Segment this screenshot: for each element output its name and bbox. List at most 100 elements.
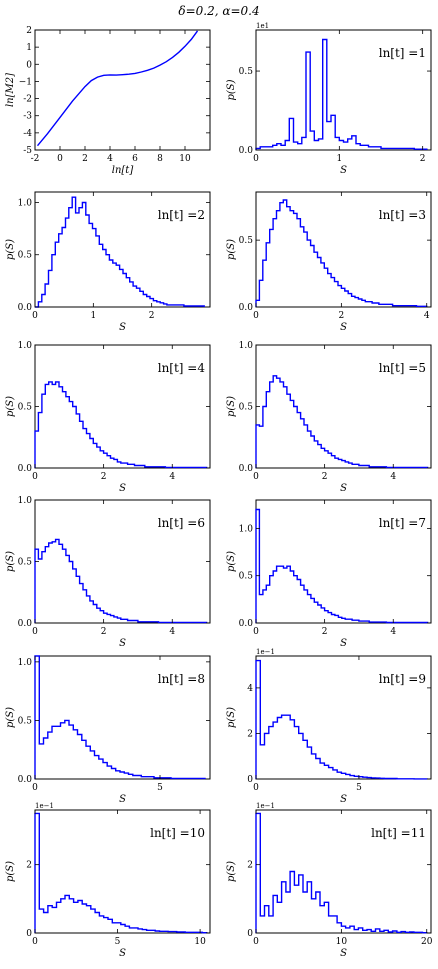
x-tick-label: 2 [82, 154, 88, 164]
plot-frame [34, 655, 211, 780]
panel-10: 0 5 0 2 4 Sp(S) ln[t] =9 1e−1 [226, 648, 432, 805]
x-axis-label: S [119, 483, 126, 494]
x-axis-label: S [340, 322, 347, 333]
y-tick-label: 0.0 [239, 146, 254, 156]
y-tick-label: 1 [26, 43, 32, 53]
panel-1: -2 0 2 4 6 8 10 -5 -4 -3 -2 −1 0 1 2 ln[t] ln[M2] [5, 26, 211, 176]
data-series [255, 659, 428, 780]
x-tick-label: 4 [107, 154, 113, 164]
y-tick-label: 0.5 [18, 251, 33, 261]
x-tick-label: 1 [336, 154, 342, 164]
x-tick-label: 0 [253, 311, 259, 321]
x-axis-label: S [119, 794, 126, 805]
data-series [255, 508, 429, 624]
y-axis-label: p(S) [5, 551, 16, 572]
plot-frame [255, 344, 432, 469]
x-tick-label: 1 [90, 311, 96, 321]
data-series [255, 812, 428, 934]
x-tick-label: 5 [157, 783, 163, 793]
x-tick-label: 2 [101, 627, 107, 637]
x-tick-label: 0 [253, 154, 259, 164]
x-tick-label: 2 [322, 472, 328, 482]
y-tick-label: 4 [247, 684, 253, 694]
x-tick-label: 0 [253, 627, 259, 637]
x-tick-label: 4 [424, 311, 430, 321]
y-tick-label: -2 [23, 95, 32, 105]
y-tick-label: 0.5 [18, 716, 33, 726]
y-tick-label: 1.0 [239, 524, 254, 534]
x-axis-label: S [340, 483, 347, 494]
x-tick-label: 0 [57, 154, 63, 164]
y-tick-label: 1.0 [18, 198, 33, 208]
panel-5: 0 2 4 0.0 0.5 1.0 Sp(S) ln[t] =4 [5, 341, 211, 494]
x-axis-label: S [340, 794, 347, 805]
plot-frame [34, 344, 211, 469]
y-tick-label: 2 [26, 861, 32, 871]
y-tick-label: 0 [247, 929, 253, 939]
y-axis-label: p(S) [226, 239, 237, 260]
plot-frame [34, 499, 211, 624]
plot-frame [255, 809, 432, 934]
figure-title: δ=0.2, α=0.4 [178, 4, 259, 18]
y-tick-label: 0 [247, 775, 253, 785]
data-series [255, 199, 428, 307]
y-tick-label: 1.0 [18, 341, 33, 351]
x-tick-label: 0 [253, 937, 259, 947]
panel-annotation: ln[t] =7 [379, 516, 426, 530]
panel-9: 0 5 0.0 0.5 1.0 Sp(S) ln[t] =8 [5, 655, 211, 805]
y-tick-label: 1.0 [18, 658, 33, 668]
data-series [255, 375, 429, 469]
x-tick-label: 0 [32, 472, 38, 482]
y-tick-label: 2 [26, 26, 32, 36]
y-axis-label: p(S) [226, 396, 237, 417]
panel-annotation: ln[t] =9 [379, 672, 426, 686]
x-axis-label: S [119, 322, 126, 333]
panel-7: 0 2 4 0.0 0.5 1.0 Sp(S) ln[t] =6 [5, 496, 211, 649]
axis-multiplier: 1e−1 [256, 648, 275, 656]
y-tick-label: 0.0 [18, 464, 33, 474]
x-tick-label: 2 [149, 311, 155, 321]
x-axis-label: S [340, 948, 347, 959]
x-tick-label: 2 [322, 627, 328, 637]
y-tick-label: 0.5 [239, 403, 254, 413]
x-axis-label: S [119, 638, 126, 649]
y-tick-label: 2 [247, 729, 253, 739]
x-tick-label: 4 [390, 627, 396, 637]
panel-annotation: ln[t] =6 [158, 516, 205, 530]
y-tick-label: −1 [19, 77, 32, 87]
panel-3: 0 1 2 0.0 0.5 1.0 Sp(S) ln[t] =2 [5, 191, 211, 333]
panel-annotation: ln[t] =3 [379, 208, 426, 222]
panel-4: 0 2 4 0.0 0.5 Sp(S) ln[t] =3 [226, 191, 432, 333]
y-axis-label: p(S) [5, 861, 16, 882]
panel-annotation: ln[t] =11 [371, 826, 426, 840]
x-tick-label: 0 [32, 627, 38, 637]
data-series [34, 538, 208, 624]
y-tick-label: 0.0 [239, 303, 254, 313]
x-tick-label: -2 [31, 154, 40, 164]
x-tick-label: 5 [115, 937, 121, 947]
y-tick-label: 0.0 [239, 464, 254, 474]
x-axis-label: S [340, 165, 347, 176]
data-series [34, 655, 206, 780]
panel-12: 0 10 20 0 2 Sp(S) ln[t] =11 1e−1 [226, 802, 433, 959]
panel-annotation: ln[t] =8 [158, 672, 205, 686]
y-axis-label: p(S) [5, 396, 16, 417]
data-series [34, 381, 208, 469]
plot-frame [255, 499, 432, 624]
x-tick-label: 4 [390, 472, 396, 482]
x-tick-label: 10 [179, 154, 191, 164]
data-series [35, 196, 205, 308]
data-series [36, 30, 199, 147]
x-tick-label: 0 [32, 783, 38, 793]
x-tick-label: 4 [169, 472, 175, 482]
y-tick-label: -5 [23, 146, 32, 156]
axis-multiplier: 1e1 [256, 22, 269, 30]
x-axis-label: S [340, 638, 347, 649]
y-axis-label: p(S) [5, 239, 16, 260]
y-axis-label: p(S) [226, 861, 237, 882]
panel-annotation: ln[t] =1 [379, 46, 426, 60]
x-tick-label: 5 [356, 783, 362, 793]
plot-frame [34, 191, 211, 308]
x-tick-label: 10 [194, 937, 206, 947]
x-tick-label: 2 [101, 472, 107, 482]
